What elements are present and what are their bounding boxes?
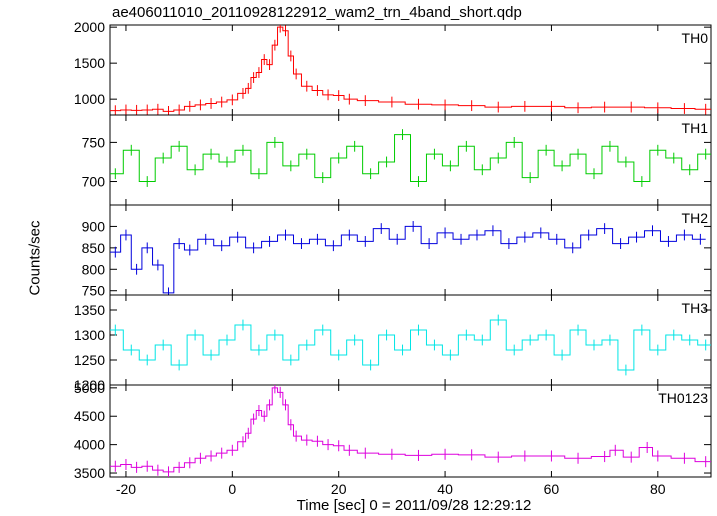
x-tick-label: -20: [116, 481, 136, 497]
panel-frame: [109, 384, 712, 478]
y-tick-label: 1000: [74, 91, 105, 107]
x-axis-label: Time [sec] 0 = 2011/09/28 12:29:12: [296, 497, 532, 514]
panel-th1: 700 750 TH1: [82, 114, 712, 206]
series-line: [110, 225, 706, 294]
y-tick-label: 5000: [74, 380, 105, 396]
chart-title: ae406011010_20110928122912_wam2_trn_4ban…: [112, 4, 522, 21]
panel-label: TH2: [682, 210, 709, 226]
y-tick-label: 750: [82, 134, 106, 150]
series-line: [110, 26, 711, 112]
y-tick-label: 900: [82, 218, 106, 234]
panel-label: TH0123: [658, 390, 708, 406]
y-tick-label: 800: [82, 261, 106, 277]
series-line: [110, 387, 711, 473]
x-tick-label: 40: [437, 481, 453, 497]
y-tick-label: 4500: [74, 408, 105, 424]
x-tick-label: 0: [228, 481, 236, 497]
panel-label: TH3: [682, 300, 709, 316]
y-tick-label: 1250: [74, 352, 105, 368]
y-tick-label: 750: [82, 283, 106, 299]
panel-frame: [109, 204, 712, 296]
y-tick-label: 1350: [74, 302, 105, 318]
series-line: [110, 319, 711, 371]
panel-label: TH0: [682, 30, 709, 46]
x-tick-label: 60: [544, 481, 560, 497]
series-line: [110, 134, 711, 183]
x-tick-label: 80: [650, 481, 666, 497]
y-tick-label: 1500: [74, 55, 105, 71]
y-tick-label: 2000: [74, 19, 105, 35]
panel-th0: 1000 1500 2000 TH0: [74, 19, 712, 116]
y-tick-label: 850: [82, 240, 106, 256]
y-tick-label: 3500: [74, 465, 105, 481]
panel-th3: 1200 1250 1300 1350 TH3: [74, 294, 712, 393]
y-tick-label: 700: [82, 174, 106, 190]
y-tick-label: 4000: [74, 437, 105, 453]
panel-th2: 750 800 850 900 TH2: [82, 204, 712, 299]
y-tick-label: 1200: [74, 377, 105, 393]
y-tick-label: 1300: [74, 327, 105, 343]
x-tick-label: 20: [331, 481, 347, 497]
panel-label: TH1: [682, 120, 709, 136]
panel-th0123: 3500 4000 4500 5000 TH0123: [74, 380, 712, 481]
